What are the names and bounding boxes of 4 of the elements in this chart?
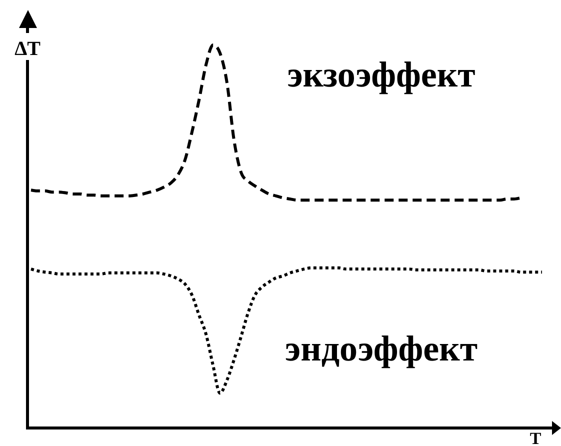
series-label: экзоэффект [287, 54, 476, 94]
y-axis-title: ΔT [14, 38, 42, 60]
series-label: эндоэффект [285, 328, 478, 368]
x-axis-title: T [530, 429, 542, 446]
